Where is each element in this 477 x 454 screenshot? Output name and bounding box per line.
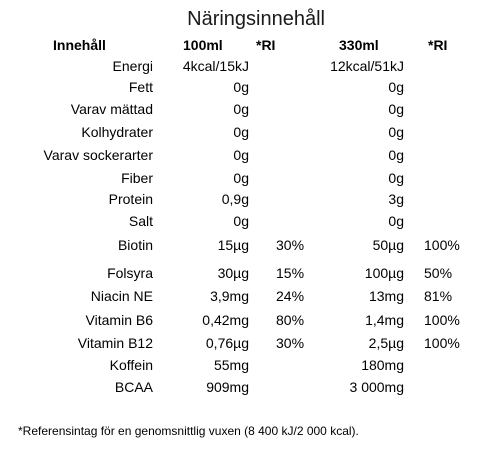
- ri-per-100ml: 30%: [276, 335, 305, 351]
- value-per-100ml: 30µg: [217, 265, 249, 281]
- header-name: Innehåll: [53, 37, 106, 53]
- value-per-330ml: 50µg: [372, 237, 404, 253]
- title-text: Näringsinnehåll: [187, 8, 325, 30]
- value-per-100ml: 0g: [233, 147, 249, 163]
- ri-per-330ml: 50%: [424, 265, 453, 281]
- nutrient-name: Protein: [108, 191, 153, 207]
- value-per-100ml: 3,9mg: [210, 288, 249, 304]
- value-per-100ml: 0g: [233, 124, 249, 140]
- value-per-330ml: 3g: [388, 191, 404, 207]
- value-per-330ml: 2,5µg: [368, 335, 404, 351]
- table-row: Energi 4kcal/15kJ 12kcal/51kJ: [0, 58, 477, 80]
- ri-per-330ml: 81%: [424, 288, 453, 304]
- nutrient-name: Biotin: [117, 237, 153, 253]
- table-row: Vitamin B12 0,76µg 30% 2,5µg 100%: [0, 335, 477, 357]
- nutrient-name: Varav mättad: [70, 101, 153, 117]
- header-ri2: *RI: [428, 37, 448, 53]
- nutrient-name: BCAA: [114, 379, 153, 395]
- table-row: Fiber 0g 0g: [0, 170, 477, 192]
- nutrient-name: Fiber: [121, 170, 153, 186]
- table-row: Protein 0,9g 3g: [0, 191, 477, 213]
- nutrient-name: Fett: [128, 79, 153, 95]
- value-per-100ml: 0,42mg: [202, 312, 249, 328]
- header-per330: 330ml: [339, 37, 379, 53]
- value-per-330ml: 0g: [388, 213, 404, 229]
- footnote: *Referensintag för en genomsnittlig vuxe…: [18, 424, 359, 438]
- value-per-330ml: 1,4mg: [365, 312, 404, 328]
- table-row: Vitamin B6 0,42mg 80% 1,4mg 100%: [0, 312, 477, 334]
- table-row: Varav mättad 0g 0g: [0, 101, 477, 123]
- table-row: Koffein 55mg 180mg: [0, 357, 477, 379]
- nutrient-name: Salt: [128, 213, 153, 229]
- nutrient-name: Vitamin B6: [85, 312, 153, 328]
- header-ri1: *RI: [256, 37, 276, 53]
- nutrient-name: Kolhydrater: [81, 124, 153, 140]
- value-per-330ml: 0g: [388, 124, 404, 140]
- table-row: Folsyra 30µg 15% 100µg 50%: [0, 265, 477, 287]
- nutrient-name: Energi: [112, 58, 153, 74]
- table-row: Salt 0g 0g: [0, 213, 477, 235]
- ri-per-330ml: 100%: [424, 335, 460, 351]
- ri-per-100ml: 80%: [276, 312, 305, 328]
- ri-per-330ml: 100%: [424, 312, 460, 328]
- value-per-100ml: 15µg: [217, 237, 249, 253]
- ri-per-330ml: 100%: [424, 237, 460, 253]
- value-per-330ml: 100µg: [364, 265, 404, 281]
- value-per-330ml: 0g: [388, 79, 404, 95]
- table-row: Niacin NE 3,9mg 24% 13mg 81%: [0, 288, 477, 310]
- nutrient-name: Koffein: [109, 357, 153, 373]
- value-per-100ml: 0,76µg: [205, 335, 249, 351]
- value-per-330ml: 0g: [388, 147, 404, 163]
- value-per-100ml: 0,9g: [221, 191, 249, 207]
- value-per-100ml: 4kcal/15kJ: [182, 58, 249, 74]
- value-per-100ml: 0g: [233, 213, 249, 229]
- value-per-330ml: 13mg: [368, 288, 404, 304]
- value-per-100ml: 0g: [233, 170, 249, 186]
- ri-per-100ml: 30%: [276, 237, 305, 253]
- nutrient-name: Folsyra: [107, 265, 153, 281]
- table-row: BCAA 909mg 3 000mg: [0, 379, 477, 401]
- page-title: Näringsinnehåll: [0, 8, 415, 31]
- value-per-100ml: 909mg: [206, 379, 249, 395]
- value-per-330ml: 12kcal/51kJ: [330, 58, 404, 74]
- value-per-100ml: 0g: [233, 101, 249, 117]
- value-per-100ml: 55mg: [213, 357, 249, 373]
- nutrient-name: Varav sockerarter: [43, 147, 153, 163]
- table-row: Biotin 15µg 30% 50µg 100%: [0, 237, 477, 259]
- table-row: Kolhydrater 0g 0g: [0, 124, 477, 146]
- value-per-330ml: 0g: [388, 101, 404, 117]
- ri-per-100ml: 15%: [276, 265, 305, 281]
- ri-per-100ml: 24%: [276, 288, 305, 304]
- table-row: Fett 0g 0g: [0, 79, 477, 101]
- value-per-330ml: 0g: [388, 170, 404, 186]
- value-per-330ml: 180mg: [361, 357, 404, 373]
- table-row: Varav sockerarter 0g 0g: [0, 147, 477, 169]
- nutrient-name: Niacin NE: [90, 288, 153, 304]
- header-per100: 100ml: [183, 37, 223, 53]
- value-per-330ml: 3 000mg: [349, 379, 404, 395]
- nutrient-name: Vitamin B12: [77, 335, 153, 351]
- value-per-100ml: 0g: [233, 79, 249, 95]
